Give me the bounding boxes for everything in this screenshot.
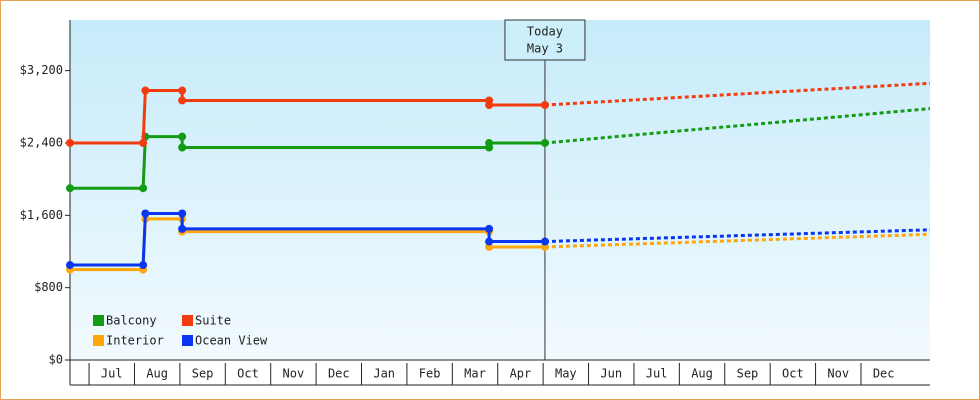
point xyxy=(540,237,549,246)
point xyxy=(178,209,187,218)
x-tick-label: Oct xyxy=(782,367,804,381)
plot-area xyxy=(70,20,930,360)
y-tick-label: $800 xyxy=(34,280,63,294)
point xyxy=(485,224,494,233)
legend-label: Balcony xyxy=(106,314,157,328)
point xyxy=(141,209,150,218)
x-tick-label: Apr xyxy=(510,367,532,381)
point xyxy=(485,101,494,109)
x-tick-label: Nov xyxy=(283,367,305,381)
forecast-line xyxy=(544,228,931,244)
point xyxy=(141,86,150,95)
x-tick-label: Jun xyxy=(600,367,622,381)
legend-label: Suite xyxy=(195,314,231,328)
point xyxy=(178,224,187,233)
today-label: Today xyxy=(527,25,563,39)
y-tick-label: $3,200 xyxy=(20,63,63,77)
y-tick-label: $1,600 xyxy=(20,208,63,222)
point xyxy=(66,138,74,147)
today-date: May 3 xyxy=(527,42,563,56)
x-tick-label: Jan xyxy=(373,367,395,381)
y-tick-label: $0 xyxy=(49,353,63,367)
legend-swatch xyxy=(182,335,193,346)
point xyxy=(178,143,187,152)
x-tick-label: Oct xyxy=(237,367,259,381)
x-tick-label: Mar xyxy=(464,367,486,381)
x-tick-label: May xyxy=(555,367,577,381)
point xyxy=(178,96,187,105)
point xyxy=(139,138,148,147)
legend-swatch xyxy=(182,315,193,326)
point xyxy=(139,261,148,270)
point xyxy=(139,184,148,193)
x-tick-label: Jul xyxy=(646,367,668,381)
point xyxy=(178,132,187,141)
point xyxy=(66,261,74,270)
x-tick-label: Feb xyxy=(419,367,441,381)
point xyxy=(540,101,549,109)
legend-label: Ocean View xyxy=(195,334,268,348)
forecast-line xyxy=(544,232,931,249)
legend-label: Interior xyxy=(106,334,164,348)
legend-swatch xyxy=(93,315,104,326)
x-tick-label: Nov xyxy=(827,367,849,381)
point xyxy=(485,138,494,147)
x-tick-label: Dec xyxy=(328,367,350,381)
forecast-line xyxy=(544,107,931,145)
x-tick-label: Aug xyxy=(146,367,168,381)
legend-swatch xyxy=(93,335,104,346)
today-box xyxy=(504,19,586,61)
point xyxy=(66,184,74,193)
x-tick-label: Aug xyxy=(691,367,713,381)
x-tick-label: Sep xyxy=(192,367,214,381)
point xyxy=(540,138,549,147)
point xyxy=(178,86,187,95)
x-tick-label: Sep xyxy=(737,367,759,381)
x-tick-label: Dec xyxy=(873,367,895,381)
x-tick-label: Jul xyxy=(101,367,123,381)
point xyxy=(485,237,494,246)
y-tick-label: $2,400 xyxy=(20,135,63,149)
forecast-line xyxy=(544,81,931,107)
